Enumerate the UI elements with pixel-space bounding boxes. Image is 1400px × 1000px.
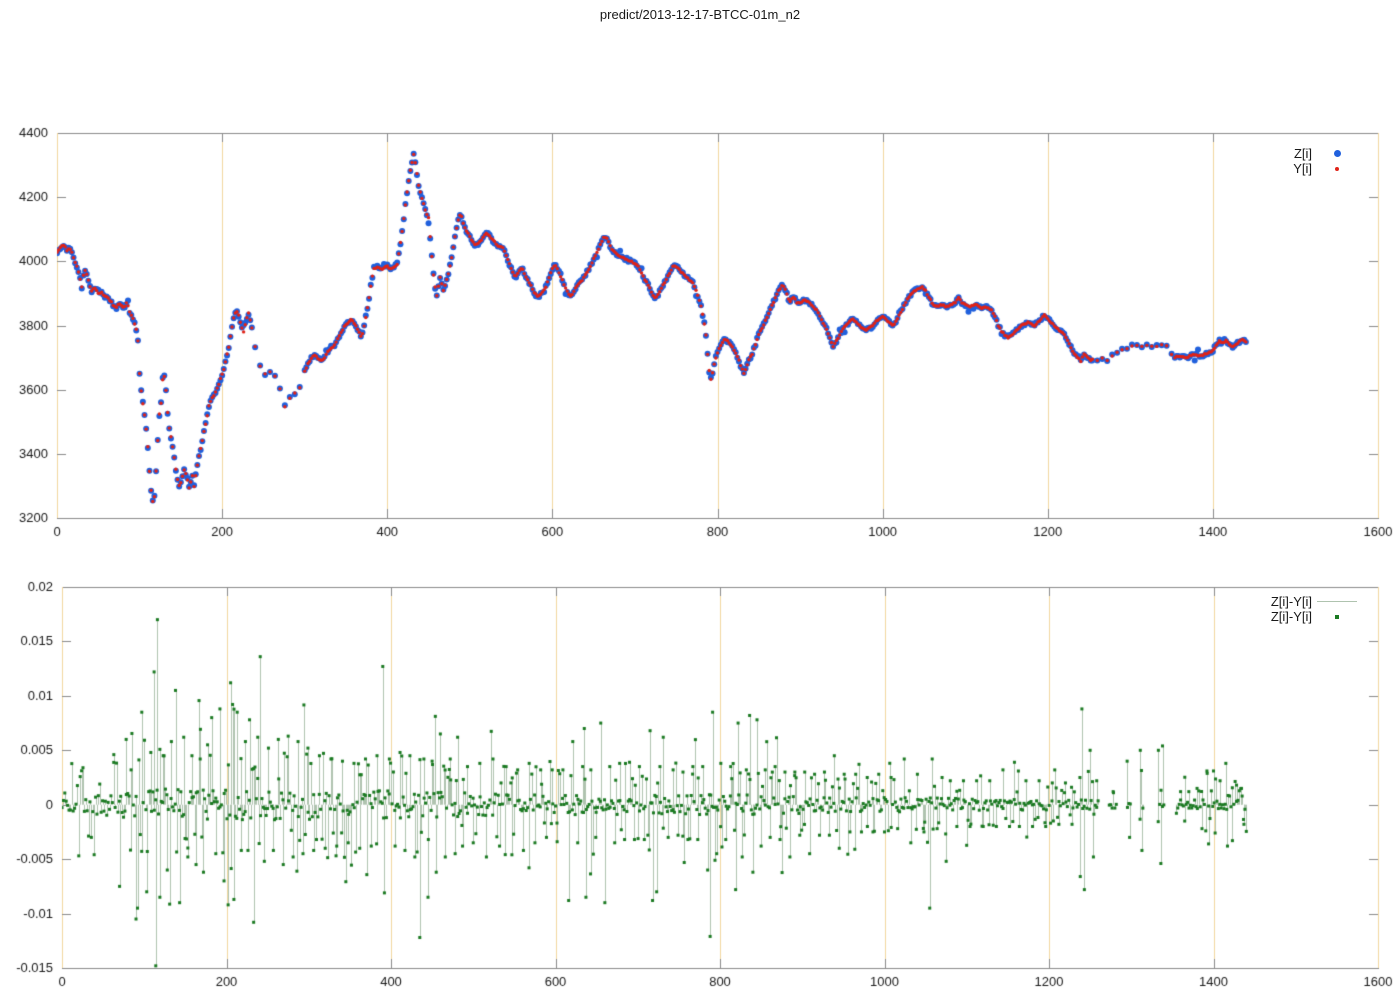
z-series-marker-icon bbox=[1333, 150, 1341, 157]
price-chart-legend: Z[i] Y[i] bbox=[1190, 146, 1362, 176]
legend-entry-y: Y[i] bbox=[1190, 161, 1362, 176]
legend-label-residual-line: Z[i]-Y[i] bbox=[1270, 594, 1312, 609]
legend-sample-z bbox=[1312, 150, 1362, 157]
legend-sample-residual-points bbox=[1312, 614, 1362, 619]
legend-sample-residual-line bbox=[1312, 601, 1362, 602]
legend-label-z: Z[i] bbox=[1293, 146, 1312, 161]
legend-label-residual-points: Z[i]-Y[i] bbox=[1270, 609, 1312, 624]
residual-line-marker-icon bbox=[1317, 601, 1357, 602]
legend-sample-y bbox=[1312, 166, 1362, 171]
residual-point-marker-icon bbox=[1335, 614, 1339, 619]
chart-title: predict/2013-12-17-BTCC-01m_n2 bbox=[599, 7, 801, 22]
residual-chart-legend: Z[i]-Y[i] Z[i]-Y[i] bbox=[1190, 594, 1362, 624]
legend-entry-residual-points: Z[i]-Y[i] bbox=[1190, 609, 1362, 624]
y-series-marker-icon bbox=[1335, 166, 1339, 171]
legend-label-y: Y[i] bbox=[1293, 161, 1312, 176]
legend-entry-residual-line: Z[i]-Y[i] bbox=[1190, 594, 1362, 609]
legend-entry-z: Z[i] bbox=[1190, 146, 1362, 161]
